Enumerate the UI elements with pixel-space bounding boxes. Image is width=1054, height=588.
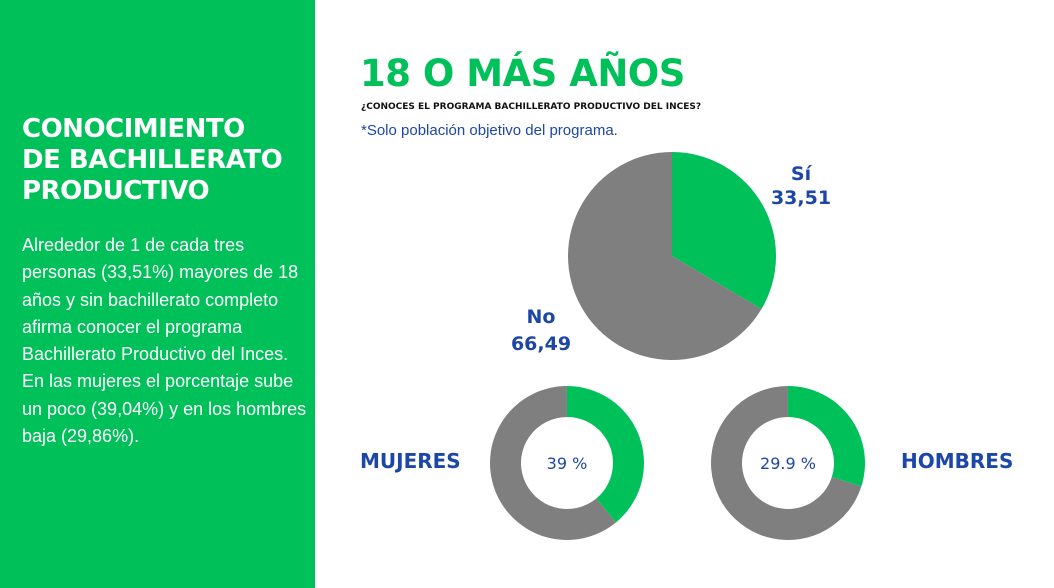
- donut-chart-mujeres: 39 %: [489, 386, 644, 541]
- slice-value-no: 66,49: [511, 333, 571, 355]
- slice-value-si: 33,51: [771, 187, 831, 209]
- pie-chart-total: Sí 33,51 No 66,49: [511, 152, 831, 361]
- sidebar-title: CONOCIMIENTO DE BACHILLERATO PRODUCTIVO: [22, 114, 307, 207]
- sidebar-panel: CONOCIMIENTO DE BACHILLERATO PRODUCTIVO …: [0, 0, 315, 588]
- donut-mujeres-value-label: 39 %: [547, 454, 588, 473]
- pie-slice-no: [568, 152, 762, 361]
- sidebar-title-line: DE BACHILLERATO: [22, 145, 283, 175]
- donut-hombres-value-label: 29.9 %: [760, 454, 816, 473]
- sidebar-body: Alrededor de 1 de cada tres personas (33…: [22, 235, 307, 447]
- label-hombres: HOMBRES: [901, 449, 1014, 473]
- donut-hombres-rest: [711, 386, 862, 541]
- label-mujeres: MUJERES: [360, 449, 461, 473]
- slice-label-si: Sí: [791, 163, 813, 185]
- sidebar-title-line: PRODUCTIVO: [22, 176, 210, 206]
- pie-slice-si: [672, 152, 776, 309]
- donut-mujeres-rest: [489, 386, 617, 541]
- slice-label-no: No: [527, 306, 556, 328]
- footnote: *Solo población objetivo del programa.: [361, 122, 618, 139]
- donut-mujeres-value: [567, 386, 644, 523]
- sidebar-title-line: CONOCIMIENTO: [22, 114, 245, 144]
- donut-chart-hombres: 29.9 %: [711, 386, 865, 541]
- page-title: 18 O MÁS AÑOS: [360, 52, 685, 95]
- donut-hombres-value: [788, 386, 865, 487]
- survey-question: ¿CONOCES EL PROGRAMA BACHILLERATO PRODUC…: [361, 102, 702, 112]
